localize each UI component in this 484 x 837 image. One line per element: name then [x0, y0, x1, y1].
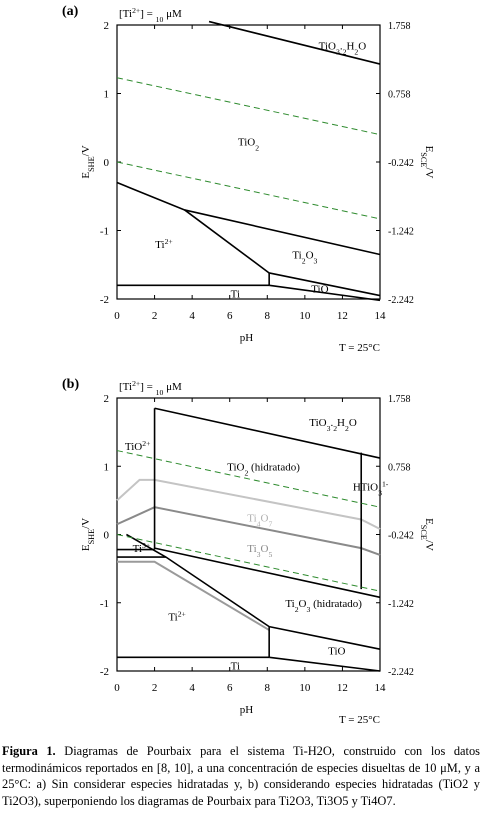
y-tick-label: -1	[100, 226, 109, 238]
region-label: HTiO31-	[353, 479, 389, 497]
y-right-tick-label: -0.242	[388, 158, 414, 169]
y-tick-label: -2	[100, 294, 109, 306]
y-right-axis-label: ESCE/V	[420, 146, 436, 179]
region-label: Ti	[231, 661, 240, 673]
x-tick-label: 8	[265, 682, 271, 694]
temperature-label: T = 25°C	[339, 342, 380, 354]
chart-panel-b: 0 2 4 6 8 10 12 14210-1-21.7580.758-0.242-1.242…	[62, 377, 435, 726]
region-label: TiO2+	[125, 438, 151, 453]
phase-boundary-line	[269, 284, 381, 302]
y-right-tick-label: 1.758	[388, 21, 411, 32]
panel-label: (b)	[62, 377, 79, 392]
x-tick-label: 10	[299, 682, 311, 694]
phase-boundary-line	[269, 656, 381, 672]
x-tick-label: 12	[337, 682, 348, 694]
region-label: TiO2	[238, 136, 259, 152]
panel-label: (a)	[62, 4, 79, 19]
overlay-line	[117, 560, 270, 631]
figure-caption: Figura 1. Diagramas de Pourbaix para el …	[2, 743, 480, 809]
x-tick-label: 2	[152, 682, 158, 694]
phase-boundary-line	[208, 20, 381, 65]
region-label: Ti	[231, 289, 240, 301]
x-tick-label: 0	[114, 310, 120, 322]
y-right-tick-label: -1.242	[388, 227, 414, 238]
x-tick-label: 14	[375, 310, 387, 322]
water-stability-line	[116, 161, 381, 220]
y-tick-label: 2	[104, 20, 110, 32]
y-right-tick-label: -2.242	[388, 295, 414, 306]
region-label: TiO3.2H2O	[309, 417, 357, 433]
y-right-tick-label: -0.242	[388, 531, 414, 542]
water-stability-line	[116, 77, 381, 136]
y-axis-label: ESHE/V	[80, 145, 96, 178]
phase-boundary-line	[269, 625, 381, 650]
x-tick-label: 10	[299, 310, 311, 322]
y-tick-label: 1	[104, 89, 110, 101]
temperature-label: T = 25°C	[339, 714, 380, 726]
region-label: Ti2+	[168, 609, 186, 624]
region-label: TiO3.2H2O	[319, 41, 367, 57]
region-label: TiO	[328, 646, 345, 658]
phase-boundary-line	[184, 209, 270, 274]
region-label: Ti2O3	[292, 249, 317, 265]
y-tick-label: 0	[104, 530, 110, 542]
panel-subtitle: [Ti2+] = 10 μM	[119, 6, 182, 24]
x-tick-label: 4	[189, 310, 195, 322]
chart-panel-a: 0 2 4 6 8 10 12 14210-1-21.7580.758-0.242-1.242…	[62, 4, 435, 354]
caption-label: Figura 1.	[2, 744, 56, 758]
phase-boundary-line	[125, 533, 270, 628]
y-tick-label: -1	[100, 598, 109, 610]
x-tick-label: 14	[375, 682, 387, 694]
y-tick-label: 0	[104, 157, 110, 169]
region-label: Ti3O5	[247, 543, 272, 559]
y-tick-label: -2	[100, 666, 109, 678]
y-right-tick-label: -2.242	[388, 667, 414, 678]
region-label: Ti3+	[133, 541, 151, 556]
y-right-tick-label: 0.758	[388, 462, 411, 473]
x-axis-label: pH	[240, 704, 254, 716]
x-tick-label: 4	[189, 682, 195, 694]
y-right-axis-label: ESCE/V	[420, 518, 436, 551]
region-label: TiO2 (hidratado)	[227, 461, 300, 477]
panel-subtitle: [Ti2+] = 10 μM	[119, 379, 182, 397]
x-tick-label: 8	[265, 310, 271, 322]
plot-frame	[116, 397, 381, 672]
phase-boundary-line	[269, 272, 381, 297]
region-label: Ti2+	[155, 237, 173, 252]
caption-text: Diagramas de Pourbaix para el sistema Ti…	[2, 744, 481, 808]
phase-boundary-line	[154, 407, 381, 459]
y-right-tick-label: 1.758	[388, 394, 411, 405]
phase-boundary-line	[154, 547, 381, 599]
x-tick-label: 0	[114, 682, 120, 694]
overlay-line	[116, 506, 381, 556]
region-label: TiO	[311, 284, 328, 296]
water-stability-line	[116, 534, 381, 592]
y-right-tick-label: 0.758	[388, 90, 411, 101]
region-label: Ti4O7	[247, 512, 272, 528]
pourbaix-figure: 0 2 4 6 8 10 12 14210-1-21.7580.758-0.242-1.242…	[62, 4, 435, 726]
water-stability-line	[116, 450, 381, 508]
y-tick-label: 1	[104, 461, 110, 473]
y-axis-label: ESHE/V	[80, 518, 96, 551]
x-axis-label: pH	[240, 332, 254, 344]
x-tick-label: 2	[152, 310, 158, 322]
x-tick-label: 6	[227, 682, 233, 694]
region-label: Ti2O3 (hidratado)	[285, 598, 362, 614]
x-tick-label: 12	[337, 310, 348, 322]
x-tick-label: 6	[227, 310, 233, 322]
y-right-tick-label: -1.242	[388, 599, 414, 610]
y-tick-label: 2	[104, 393, 110, 405]
